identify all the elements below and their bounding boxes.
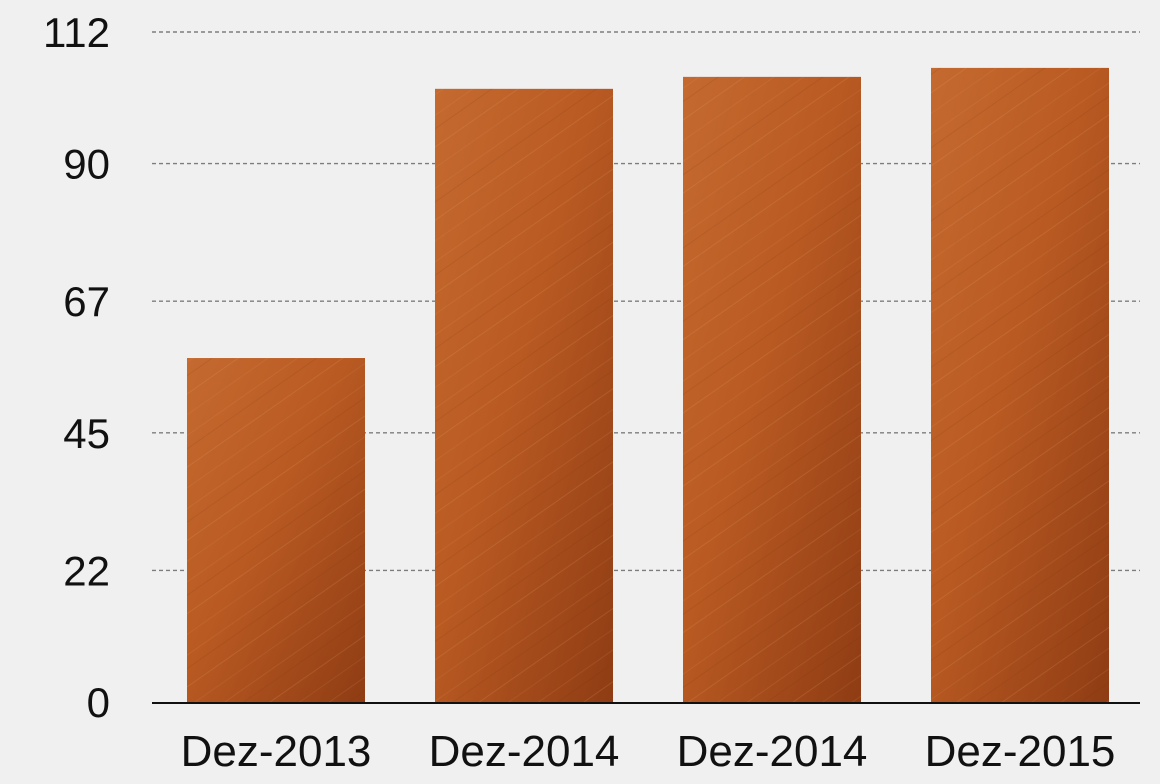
y-tick-label: 112: [43, 9, 110, 56]
y-tick-label: 22: [63, 547, 110, 594]
y-tick-label: 45: [63, 410, 110, 457]
y-axis-ticks: 0 22 45 67 90 112: [43, 9, 110, 726]
bar-texture-4: [931, 67, 1109, 702]
y-tick-label: 67: [63, 278, 110, 325]
bar-texture-3: [683, 76, 861, 702]
bars: [187, 67, 1109, 702]
y-tick-label: 90: [63, 141, 110, 188]
x-category-label: Dez-2013: [181, 727, 372, 776]
y-tick-label: 0: [87, 679, 110, 726]
x-category-label: Dez-2015: [925, 727, 1116, 776]
bar-texture-1: [187, 358, 365, 702]
x-axis-categories: Dez-2013 Dez-2014 Dez-2014 Dez-2015: [181, 727, 1116, 776]
bar-texture-2: [435, 88, 613, 702]
x-category-label: Dez-2014: [677, 727, 868, 776]
x-category-label: Dez-2014: [429, 727, 620, 776]
